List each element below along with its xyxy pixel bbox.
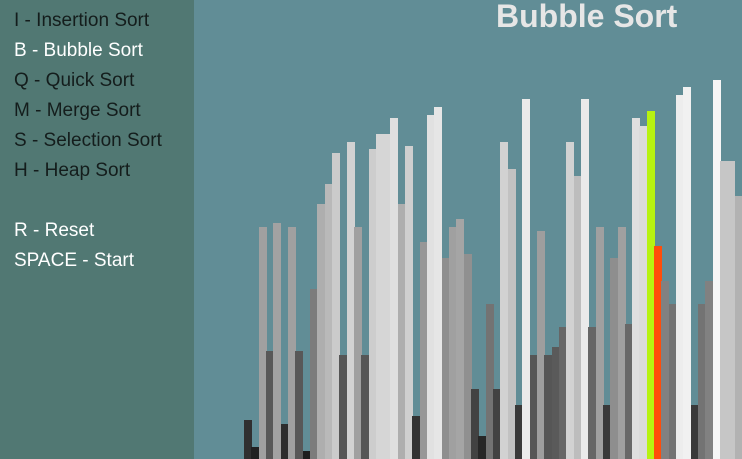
sort-bar (244, 420, 252, 459)
sort-bar (595, 227, 604, 459)
sort-bar (573, 176, 582, 459)
sort-bar (544, 355, 553, 459)
sort-bar (514, 405, 523, 459)
sort-bar (500, 142, 509, 459)
sort-bar (566, 142, 575, 459)
sort-bar (251, 447, 260, 459)
sidebar: I - Insertion Sort B - Bubble Sort Q - Q… (0, 0, 194, 459)
sort-bar (302, 451, 311, 459)
sort-bar (368, 149, 377, 459)
sort-bar (339, 355, 348, 459)
sort-bar (456, 219, 465, 459)
menu-merge-sort[interactable]: M - Merge Sort (14, 100, 141, 121)
sort-bar (265, 351, 274, 459)
menu-quick-sort[interactable]: Q - Quick Sort (14, 70, 135, 91)
sort-bar (463, 254, 472, 459)
sort-bar (624, 324, 633, 459)
sort-bar (427, 115, 436, 459)
menu-selection-sort[interactable]: S - Selection Sort (14, 130, 162, 151)
algorithm-menu: I - Insertion Sort B - Bubble Sort Q - Q… (14, 8, 162, 278)
sort-bar (727, 161, 736, 459)
sort-bar (720, 161, 729, 459)
sort-bar (507, 169, 516, 459)
sort-bar (361, 355, 370, 459)
menu-insertion-sort[interactable]: I - Insertion Sort (14, 10, 150, 31)
menu-heap-sort[interactable]: H - Heap Sort (14, 160, 131, 181)
sort-bar (632, 118, 641, 459)
sort-bar (580, 99, 589, 459)
sort-bar (441, 258, 450, 459)
sort-bar (610, 258, 619, 459)
sort-bar (375, 134, 384, 459)
sort-bar (683, 87, 692, 459)
menu-start[interactable]: SPACE - Start (14, 250, 135, 271)
sort-bar (485, 304, 494, 459)
sort-bar (346, 142, 355, 459)
sort-bar (331, 153, 340, 459)
sort-bar (317, 204, 326, 459)
sort-bar (661, 281, 670, 459)
sort-bar (478, 436, 487, 459)
sort-bar (617, 227, 626, 459)
sort-bar (698, 304, 707, 459)
sort-bar (705, 281, 714, 459)
sort-bar (383, 134, 392, 459)
sort-bar (551, 347, 560, 459)
algorithm-title: Bubble Sort (496, 0, 678, 34)
sort-bar (353, 227, 362, 459)
sort-bar (712, 80, 721, 459)
sort-bar (405, 146, 414, 459)
sort-bar (287, 227, 296, 459)
sort-bar (419, 242, 428, 459)
sort-bar (397, 204, 406, 459)
sort-bar (646, 111, 655, 459)
sort-bar (536, 231, 545, 459)
sort-bar (588, 327, 597, 459)
sort-bar (390, 118, 399, 459)
sort-bar (668, 304, 677, 459)
sort-bar (493, 389, 501, 459)
sort-bar (529, 355, 538, 459)
sort-bar (690, 405, 699, 459)
sort-bar (309, 289, 318, 459)
menu-reset[interactable]: R - Reset (14, 220, 95, 241)
sort-bar (639, 126, 648, 459)
sort-bar (602, 405, 611, 459)
sort-bar (654, 246, 663, 459)
sort-bar (558, 327, 567, 459)
sort-bar (676, 95, 685, 459)
sort-bar (449, 227, 458, 459)
sort-bar (273, 223, 282, 459)
sort-bar (324, 184, 333, 459)
sort-bar (471, 389, 480, 459)
sort-bar (522, 99, 531, 459)
sort-bar (258, 227, 267, 459)
sort-bar (412, 416, 421, 459)
sort-bar (295, 351, 304, 459)
sort-bar (434, 107, 443, 459)
menu-bubble-sort[interactable]: B - Bubble Sort (14, 40, 143, 61)
sort-bar (280, 424, 289, 459)
sort-bar (734, 196, 742, 459)
